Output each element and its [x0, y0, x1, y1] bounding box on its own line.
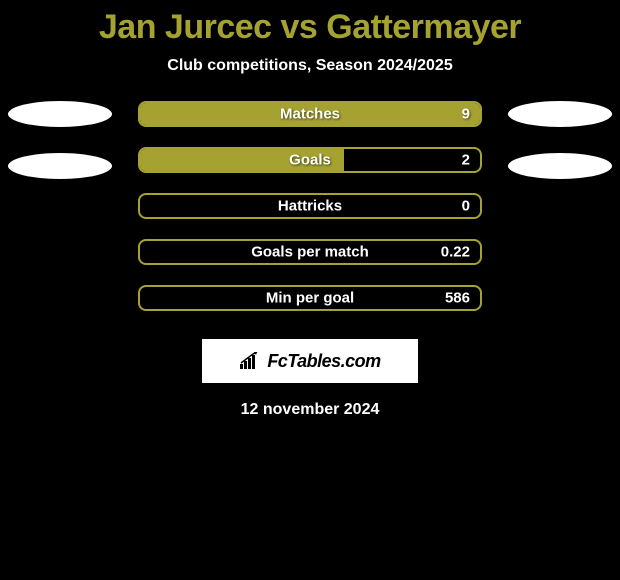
player-shadow-oval [508, 153, 612, 179]
stat-bar-label: Min per goal [266, 290, 354, 307]
stat-bar: Matches 9 [138, 101, 482, 127]
logo-text: FcTables.com [267, 351, 380, 372]
player-shadow-oval [508, 101, 612, 127]
stat-bar: Goals per match 0.22 [138, 239, 482, 265]
player-shadow-oval [8, 101, 112, 127]
stat-bar-label: Goals per match [251, 244, 369, 261]
stat-bar-value: 2 [462, 152, 470, 169]
player-shadow-oval [8, 153, 112, 179]
stat-bar-label: Matches [280, 106, 340, 123]
stats-bars: Matches 9 Goals 2 Hattricks 0 Goals per match 0… [138, 101, 482, 311]
bar-chart-icon [239, 352, 261, 370]
stat-bar-label: Goals [289, 152, 331, 169]
stat-bar: Hattricks 0 [138, 193, 482, 219]
chart-area: Matches 9 Goals 2 Hattricks 0 Goals per match 0… [0, 101, 620, 311]
stat-bar: Goals 2 [138, 147, 482, 173]
date-label: 12 november 2024 [0, 401, 620, 419]
comparison-card: Jan Jurcec vs Gattermayer Club competiti… [0, 0, 620, 419]
stat-bar-label: Hattricks [278, 198, 342, 215]
stat-bar-value: 0.22 [441, 244, 470, 261]
page-title: Jan Jurcec vs Gattermayer [0, 8, 620, 47]
stat-bar-value: 586 [445, 290, 470, 307]
stat-bar: Min per goal 586 [138, 285, 482, 311]
stat-bar-value: 0 [462, 198, 470, 215]
right-ovals-column [508, 101, 612, 179]
fctables-logo[interactable]: FcTables.com [202, 339, 418, 383]
left-ovals-column [8, 101, 112, 179]
stat-bar-value: 9 [462, 106, 470, 123]
subtitle: Club competitions, Season 2024/2025 [0, 57, 620, 75]
